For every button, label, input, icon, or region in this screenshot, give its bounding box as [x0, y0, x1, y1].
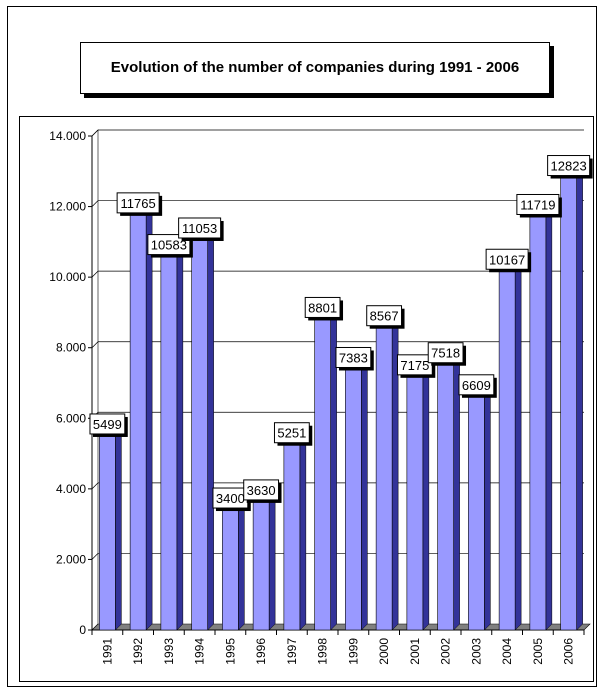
x-tick-label: 2001: [408, 638, 422, 665]
data-label: 11719: [520, 197, 555, 212]
data-label: 3400: [216, 491, 245, 506]
bar: [314, 319, 331, 631]
y-tick-label: 10.000: [49, 270, 86, 284]
data-label: 11053: [182, 221, 217, 236]
x-tick-label: 1996: [254, 638, 268, 665]
bar-side: [238, 503, 245, 631]
data-label: 8567: [370, 309, 399, 324]
bar-side: [453, 358, 460, 631]
data-label-box: [335, 346, 372, 368]
y-tick-label: 8.000: [56, 341, 86, 355]
data-label-box: [304, 296, 341, 318]
data-label-box: [366, 305, 403, 327]
bar: [222, 509, 239, 631]
bar-side: [514, 264, 522, 631]
data-label-box: [485, 248, 529, 270]
x-tick-label: 2002: [439, 638, 453, 665]
side-wall: [91, 129, 99, 631]
gridline-diagonal: [91, 341, 99, 348]
data-label: 5251: [277, 426, 306, 441]
data-label: 12823: [551, 159, 587, 174]
chart-title-box: Evolution of the number of companies dur…: [80, 42, 550, 94]
data-label: 8801: [308, 300, 337, 315]
data-label: 7383: [339, 350, 368, 365]
bar: [160, 256, 178, 631]
bar: [99, 435, 116, 631]
x-tick-label: 2006: [562, 638, 576, 665]
gridline-diagonal: [91, 270, 99, 278]
bar-side: [576, 170, 583, 631]
bar: [252, 501, 270, 631]
bar: [529, 216, 547, 631]
bar: [375, 327, 393, 631]
x-tick-label: 2004: [500, 638, 514, 665]
bar: [129, 214, 147, 631]
data-label: 7518: [431, 346, 460, 361]
bar: [437, 364, 454, 631]
data-label: 10167: [489, 252, 525, 267]
bar-side: [176, 249, 184, 631]
bar: [283, 444, 301, 631]
bar: [468, 396, 485, 631]
data-label-box: [243, 479, 280, 501]
bar: [345, 369, 362, 631]
data-label-box: [178, 217, 222, 239]
data-label-box: [516, 193, 560, 215]
x-tick-label: 1995: [223, 638, 237, 665]
x-tick-label: 2003: [469, 638, 483, 665]
bar-side: [299, 438, 307, 631]
bar-side: [361, 362, 368, 631]
bar: [560, 177, 577, 631]
bar-side: [484, 390, 491, 631]
x-tick-label: 2005: [531, 638, 545, 665]
x-tick-label: 1992: [131, 638, 145, 665]
x-tick-label: 1991: [100, 638, 114, 665]
gridline-diagonal: [91, 200, 99, 207]
data-label: 3630: [247, 483, 276, 498]
data-label-box: [458, 374, 495, 396]
y-tick-label: 14.000: [49, 129, 86, 143]
bar: [191, 239, 208, 631]
bar: [406, 376, 424, 631]
data-label-box: [147, 234, 191, 256]
gridline-diagonal: [91, 129, 99, 137]
bar-side: [207, 233, 214, 631]
data-label-box: [427, 342, 464, 364]
x-tick-label: 1994: [193, 638, 207, 665]
gridline-diagonal: [91, 553, 99, 560]
data-label-box: [89, 413, 126, 435]
bar-side: [145, 208, 153, 631]
data-label: 6609: [462, 378, 491, 393]
y-tick-label: 6.000: [56, 411, 86, 425]
bar-side: [115, 429, 122, 631]
bar-side: [422, 370, 430, 631]
x-tick-label: 1999: [346, 638, 360, 665]
x-tick-label: 1997: [285, 638, 299, 665]
data-label-box: [273, 422, 310, 444]
data-label: 11765: [121, 196, 156, 211]
x-tick-label: 1993: [162, 638, 176, 665]
y-tick-label: 2.000: [56, 552, 86, 566]
data-label: 10583: [151, 238, 187, 253]
data-label: 7175: [400, 358, 429, 373]
y-tick-label: 12.000: [49, 200, 86, 214]
x-tick-label: 2000: [377, 638, 391, 665]
gridline-diagonal: [91, 482, 99, 490]
data-label-box: [547, 155, 591, 177]
data-label-box: [116, 192, 160, 214]
x-tick-label: 1998: [316, 638, 330, 665]
bar: [498, 270, 516, 631]
chart-title: Evolution of the number of companies dur…: [110, 59, 520, 76]
y-tick-label: 4.000: [56, 482, 86, 496]
y-tick-label: 0: [79, 623, 86, 637]
data-label: 5499: [93, 417, 122, 432]
bar-side: [268, 495, 276, 631]
bar-side: [545, 209, 553, 631]
